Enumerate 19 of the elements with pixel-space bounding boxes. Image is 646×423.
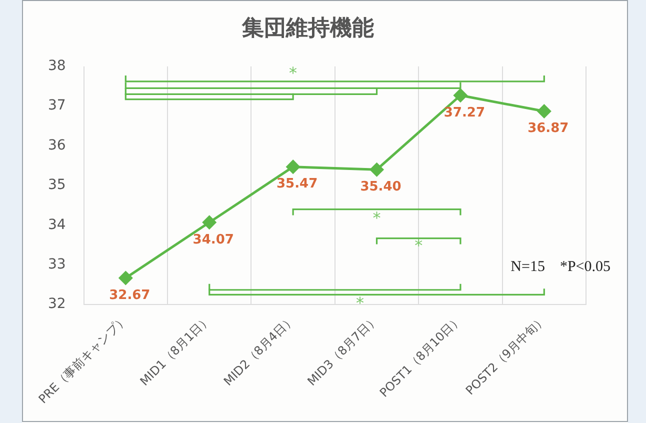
y-tick-label: 37 [48,98,66,114]
y-tick-label: 36 [48,137,66,154]
y-tick-label: 32 [48,296,66,312]
annotation: * [372,208,381,228]
y-tick-label: 33 [48,256,66,273]
data-label: 35.40 [360,179,402,194]
data-label: 37.27 [444,105,486,120]
chart-title: 集団維持機能 [241,16,374,41]
annotation: * [414,236,423,256]
data-label: 34.07 [192,232,234,248]
annotation: N=15 *P<0.05 [510,258,611,275]
y-tick-label: 34 [48,216,66,233]
data-label: 35.47 [276,176,318,192]
data-label: 32.67 [109,288,150,303]
annotation: * [289,63,298,82]
y-tick-label: 35 [48,177,66,194]
annotation: * [356,294,364,313]
data-label: 36.87 [528,121,569,136]
y-tick-label: 38 [48,58,66,74]
